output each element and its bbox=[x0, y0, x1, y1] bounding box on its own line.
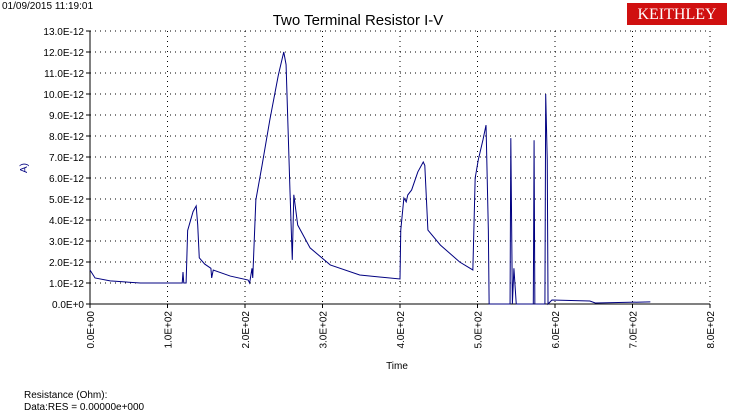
y-axis-label: A) bbox=[19, 163, 30, 173]
y-tick-label: 1.0E-12 bbox=[49, 279, 84, 290]
logo: KEITHLEY bbox=[637, 6, 717, 23]
x-tick-label: 0.0E+00 bbox=[86, 311, 97, 349]
y-tick-label: 11.0E-12 bbox=[44, 69, 84, 80]
x-tick-label: 6.0E+02 bbox=[551, 311, 562, 349]
y-tick-label: 2.0E-12 bbox=[49, 258, 84, 269]
y-tick-label: 8.0E-12 bbox=[49, 132, 84, 143]
x-tick-label: 1.0E+02 bbox=[164, 311, 175, 349]
x-tick-label: 7.0E+02 bbox=[629, 311, 640, 349]
x-tick-label: 2.0E+02 bbox=[241, 311, 252, 349]
y-tick-label: 13.0E-12 bbox=[43, 27, 84, 38]
y-tick-label: 3.0E-12 bbox=[49, 237, 84, 248]
footer-text: Resistance (Ohm): bbox=[24, 390, 107, 401]
x-tick-label: 5.0E+02 bbox=[474, 311, 485, 349]
x-tick-label: 4.0E+02 bbox=[396, 311, 407, 349]
y-tick-label: 9.0E-12 bbox=[49, 111, 84, 122]
x-tick-label: 3.0E+02 bbox=[319, 311, 330, 349]
timestamp: 01/09/2015 11:19:01 bbox=[2, 1, 93, 12]
y-tick-label: 12.0E-12 bbox=[43, 48, 84, 59]
y-tick-label: 0.0E+0 bbox=[52, 300, 84, 311]
y-tick-label: 10.0E-12 bbox=[43, 90, 84, 101]
x-axis-label: Time bbox=[386, 361, 408, 372]
y-tick-label: 5.0E-12 bbox=[49, 195, 84, 206]
y-tick-label: 7.0E-12 bbox=[49, 153, 84, 164]
footer-text: Data:RES = 0.00000e+000 bbox=[24, 402, 145, 413]
y-tick-label: 6.0E-12 bbox=[49, 174, 84, 185]
chart-title: Two Terminal Resistor I-V bbox=[273, 12, 444, 29]
data-line bbox=[89, 51, 651, 306]
x-tick-label: 8.0E+02 bbox=[706, 311, 717, 349]
logo-box bbox=[627, 3, 727, 25]
y-tick-label: 4.0E-12 bbox=[49, 216, 84, 227]
